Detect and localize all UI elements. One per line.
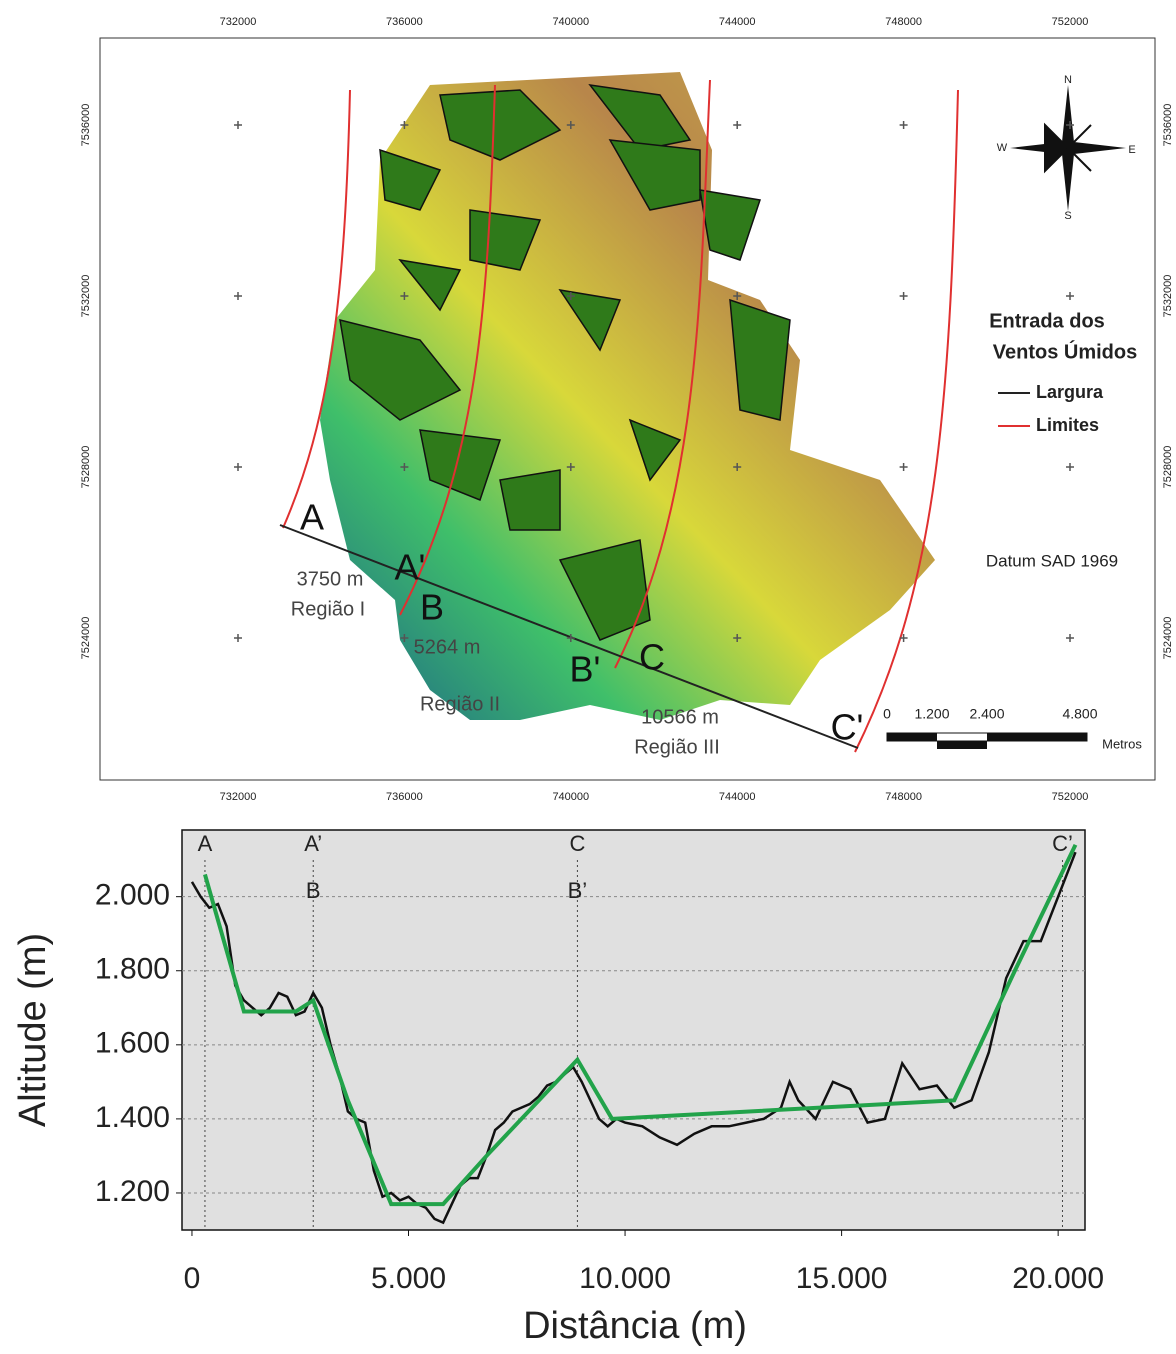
map-y-tick-label: 7536000 xyxy=(80,104,92,147)
map-x-tick-label: 744000 xyxy=(719,791,756,803)
marker-label: B xyxy=(306,878,321,903)
map-y-tick-label: 7524000 xyxy=(80,617,92,660)
y-tick-label: 1.400 xyxy=(95,1101,170,1134)
map-y-tick-label: 7524000 xyxy=(1162,617,1174,660)
map-x-tick-label: 752000 xyxy=(1052,16,1089,28)
map-x-tick-label: 732000 xyxy=(220,791,257,803)
scale-label: 4.800 xyxy=(1062,706,1097,722)
map-x-tick-label: 748000 xyxy=(885,16,922,28)
map-x-tick-label: 744000 xyxy=(719,16,756,28)
point-label: C' xyxy=(831,707,864,748)
y-tick-label: 2.000 xyxy=(95,879,170,912)
compass-label: E xyxy=(1128,144,1135,156)
datum: Datum SAD 1969 xyxy=(986,551,1118,570)
width-region: Região II xyxy=(420,693,500,715)
map-x-tick-label: 752000 xyxy=(1052,791,1089,803)
x-axis-label: Distância (m) xyxy=(523,1305,747,1347)
map-x-tick-label: 736000 xyxy=(386,791,423,803)
map-x-tick-label: 736000 xyxy=(386,16,423,28)
legend-title: Entrada dos xyxy=(989,310,1105,332)
point-label: A' xyxy=(395,547,426,588)
y-tick-label: 1.200 xyxy=(95,1175,170,1208)
x-tick-label: 15.000 xyxy=(796,1262,888,1295)
marker-label: C xyxy=(569,831,585,856)
point-label: B' xyxy=(570,649,601,690)
y-tick-label: 1.800 xyxy=(95,953,170,986)
scale-label: 0 xyxy=(883,706,891,722)
x-tick-label: 10.000 xyxy=(579,1262,671,1295)
scale-label: 2.400 xyxy=(969,706,1004,722)
scale-label: 1.200 xyxy=(914,706,949,722)
map-x-tick-label: 748000 xyxy=(885,791,922,803)
map-y-tick-label: 7536000 xyxy=(1162,104,1174,147)
width-region: Região III xyxy=(634,736,720,758)
figure: A A' B B' C C' 3750 m Região I 5264 m Re… xyxy=(0,0,1176,1349)
width-distance: 3750 m xyxy=(297,568,364,590)
y-axis-label: Altitude (m) xyxy=(12,933,54,1127)
legend-title: Ventos Úmidos xyxy=(993,339,1137,363)
marker-label: A’ xyxy=(304,831,322,856)
marker-label: C’ xyxy=(1052,831,1073,856)
marker-label: A xyxy=(198,831,213,856)
map-x-tick-label: 740000 xyxy=(552,16,589,28)
point-label: A xyxy=(300,497,324,538)
map-y-tick-label: 7532000 xyxy=(1162,275,1174,318)
map-y-tick-label: 7532000 xyxy=(80,275,92,318)
x-tick-label: 20.000 xyxy=(1012,1262,1104,1295)
width-region: Região I xyxy=(291,598,366,620)
map-x-tick-label: 740000 xyxy=(552,791,589,803)
y-tick-label: 1.600 xyxy=(95,1027,170,1060)
legend-label: Largura xyxy=(1036,382,1104,402)
map-x-tick-label: 732000 xyxy=(220,16,257,28)
map-y-tick-label: 7528000 xyxy=(1162,446,1174,489)
scale-unit: Metros xyxy=(1102,736,1142,751)
compass-label: N xyxy=(1064,74,1072,86)
map-y-tick-label: 7528000 xyxy=(80,446,92,489)
legend-label: Limites xyxy=(1036,415,1099,435)
compass-label: W xyxy=(997,142,1008,154)
width-distance: 10566 m xyxy=(641,706,719,728)
compass-label: S xyxy=(1064,210,1071,222)
width-distance: 5264 m xyxy=(414,636,481,658)
point-label: C xyxy=(639,637,665,678)
x-tick-label: 0 xyxy=(184,1262,201,1295)
x-tick-label: 5.000 xyxy=(371,1262,446,1295)
point-label: B xyxy=(420,587,444,628)
marker-label: B’ xyxy=(568,878,588,903)
